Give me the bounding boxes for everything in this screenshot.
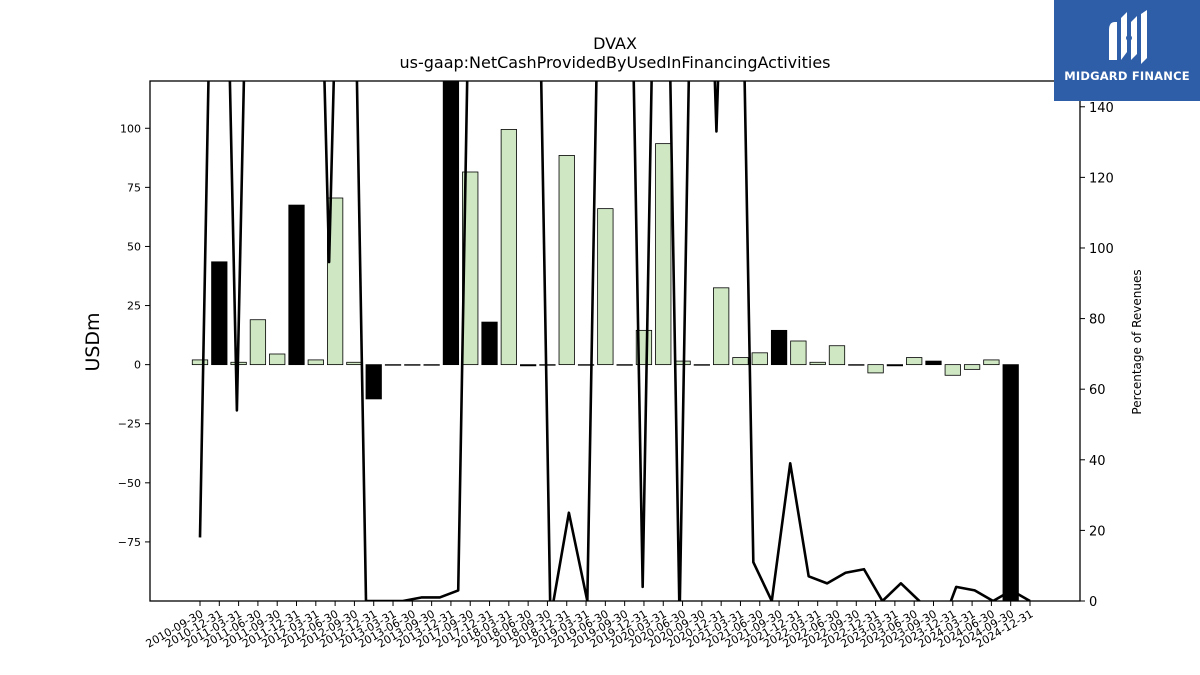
bar — [693, 364, 710, 366]
bar — [326, 197, 344, 366]
ratio-line — [198, 81, 1031, 601]
bar — [1002, 364, 1019, 601]
y-tick-label: −75 — [118, 536, 141, 549]
chart-subtitle: us-gaap:NetCashProvidedByUsedInFinancing… — [399, 53, 830, 72]
bar — [963, 364, 981, 370]
bar — [597, 208, 614, 366]
bar — [346, 361, 363, 366]
bar — [288, 204, 305, 366]
y2-tick-label: 40 — [1089, 454, 1106, 469]
bar — [944, 364, 961, 376]
bar — [770, 329, 788, 366]
bar — [307, 359, 324, 366]
logo-text: MIDGARD FINANCE — [1064, 69, 1190, 83]
bar — [886, 364, 903, 367]
bar — [539, 364, 556, 366]
y2-tick-label: 80 — [1089, 313, 1106, 328]
bar — [191, 359, 209, 366]
bar — [906, 357, 923, 366]
bar — [384, 364, 402, 366]
bar — [848, 364, 865, 366]
bar — [655, 143, 672, 366]
y-axis-label: USDm — [82, 312, 104, 371]
bar — [462, 171, 479, 366]
y-tick-label: −50 — [118, 477, 141, 490]
y2-tick-label: 120 — [1089, 171, 1114, 186]
bar — [558, 155, 575, 366]
plot-frame — [149, 80, 1081, 602]
y2-tick-label: 20 — [1089, 524, 1106, 539]
bar — [404, 364, 421, 366]
bars-group — [191, 81, 1019, 601]
midgard-logo: MIDGARD FINANCE — [1054, 0, 1200, 101]
bar — [925, 360, 942, 366]
bar — [751, 352, 768, 366]
y-tick-label: 0 — [134, 359, 141, 372]
bar — [790, 340, 807, 366]
bar — [249, 319, 267, 366]
bar — [867, 364, 884, 374]
axes-group: −75−50−250255075100020406080100120140201… — [118, 80, 1114, 651]
y2-tick-label: 0 — [1089, 595, 1097, 610]
bar — [732, 357, 749, 366]
midgard-logo-icon — [1109, 10, 1147, 64]
y2-tick-label: 100 — [1089, 242, 1114, 257]
y2-axis-label: Percentage of Revenues — [1130, 269, 1144, 414]
y2-tick-label: 60 — [1089, 383, 1106, 398]
ratio-line-group — [198, 81, 1031, 601]
bar — [269, 353, 286, 366]
bar — [481, 321, 498, 366]
bar — [500, 129, 517, 366]
bar — [365, 364, 382, 400]
bar — [442, 81, 460, 366]
bar — [809, 361, 826, 366]
bar — [423, 364, 440, 366]
y-tick-label: −25 — [118, 418, 141, 431]
bar — [828, 345, 846, 366]
bar — [211, 261, 228, 366]
bar — [674, 360, 691, 366]
bar — [616, 364, 633, 366]
y-tick-label: 100 — [120, 122, 141, 135]
bar — [713, 287, 730, 366]
bar — [520, 364, 537, 367]
bar — [577, 364, 595, 366]
y-tick-label: 50 — [127, 240, 141, 253]
bar — [983, 359, 1000, 366]
y2-tick-label: 140 — [1089, 101, 1114, 116]
y-tick-label: 25 — [127, 300, 141, 313]
y-tick-label: 75 — [127, 181, 141, 194]
chart-title: DVAX — [593, 34, 637, 53]
